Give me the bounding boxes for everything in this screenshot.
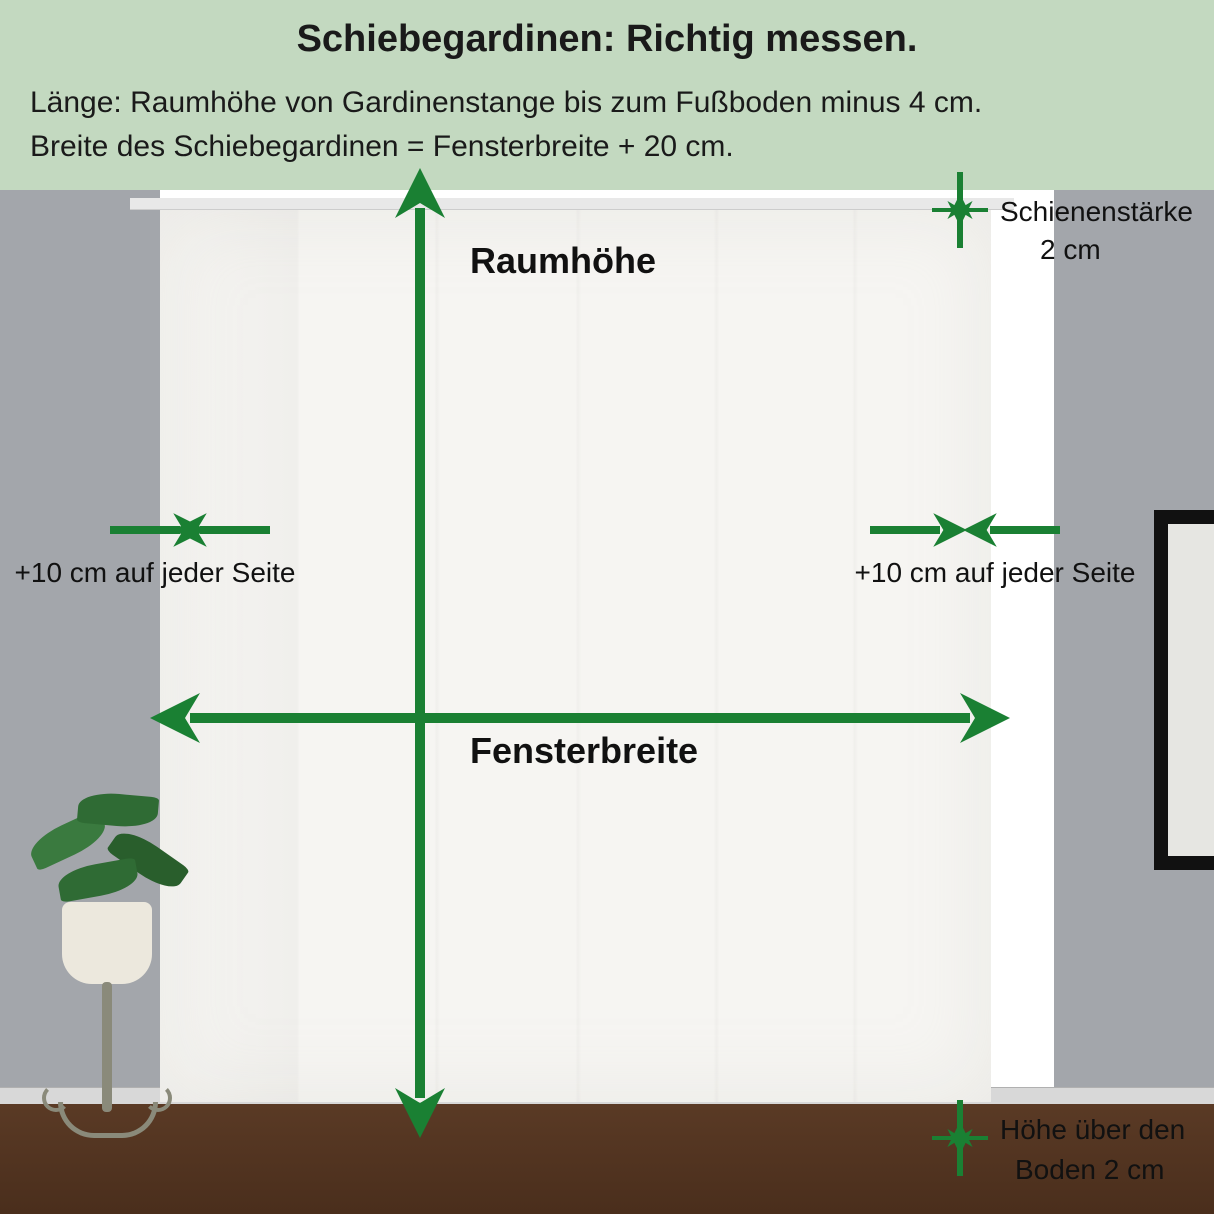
curtain-rail bbox=[130, 198, 1014, 210]
stand-base-icon bbox=[58, 1102, 158, 1138]
infographic-page: Schiebegardinen: Richtig messen. Länge: … bbox=[0, 0, 1214, 1214]
instruction-line-2: Breite des Schiebegardinen = Fensterbrei… bbox=[30, 125, 1184, 169]
page-title: Schiebegardinen: Richtig messen. bbox=[30, 18, 1184, 61]
instruction-line-1: Länge: Raumhöhe von Gardinenstange bis z… bbox=[30, 81, 1184, 125]
curtain-panels bbox=[160, 210, 991, 1102]
room-scene bbox=[0, 190, 1214, 1214]
plant-pot bbox=[62, 902, 152, 984]
plant-decoration bbox=[18, 784, 178, 1144]
header-panel: Schiebegardinen: Richtig messen. Länge: … bbox=[0, 0, 1214, 190]
picture-frame bbox=[1154, 510, 1214, 870]
stand-rod-icon bbox=[102, 982, 112, 1112]
floor bbox=[0, 1104, 1214, 1214]
